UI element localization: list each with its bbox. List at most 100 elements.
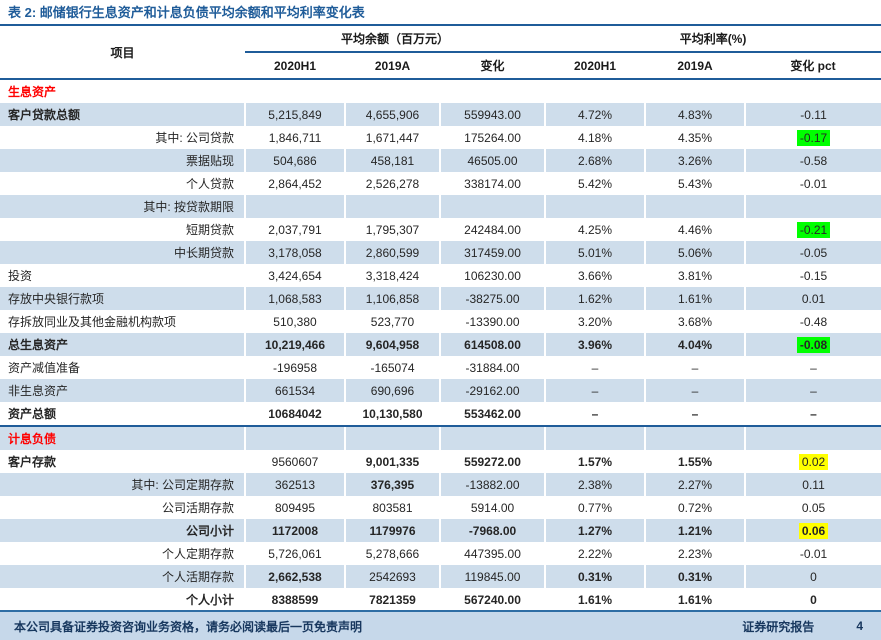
value-cell — [438, 79, 546, 103]
item-label: 投资 — [8, 269, 33, 283]
item-label: 非生息资产 — [8, 384, 69, 398]
value-cell: 0.06 — [744, 519, 881, 542]
value-cell: -0.48 — [744, 310, 881, 333]
table-row: 存拆放同业及其他金融机构款项 510,380 523,770 -13390.00 3.2… — [0, 310, 881, 333]
value-cell: – — [544, 356, 646, 379]
table-row: 公司活期存款 809495 803581 5914.00 0.77% 0.72% 0.05 — [0, 496, 881, 519]
value-cell — [744, 195, 881, 218]
value-cell: 0 — [744, 588, 881, 611]
value-cell: 10,130,580 — [344, 402, 440, 427]
value-cell: 504,686 — [244, 149, 345, 172]
value-cell: -0.05 — [744, 241, 881, 264]
value-cell: 0.01 — [744, 287, 881, 310]
value-cell: 4.35% — [644, 126, 746, 149]
table-row: 资产减值准备 -196958 -165074 -31884.00– – – — [0, 356, 881, 379]
value-cell: 447395.00 — [438, 542, 546, 565]
value-cell: 1179976 — [344, 519, 440, 542]
value-cell: 8388599 — [244, 588, 345, 611]
column-header-balance-2019a: 2019A — [345, 52, 440, 80]
value-cell — [744, 79, 881, 103]
page-footer: 本公司具备证券投资咨询业务资格，请务必阅读最后一页免责声明 证券研究报告 4 — [0, 610, 881, 640]
value-cell: 242484.00 — [438, 218, 546, 241]
value-cell: 3,178,058 — [244, 241, 345, 264]
value-cell: 10,219,466 — [244, 333, 345, 356]
value-cell: 4.25% — [544, 218, 646, 241]
value-cell: – — [744, 402, 881, 427]
value-cell: 4.46% — [644, 218, 746, 241]
value-cell: 9560607 — [244, 450, 345, 473]
value-cell: 1,106,858 — [344, 287, 440, 310]
value-cell: – — [644, 402, 746, 427]
value-cell: 1.21% — [644, 519, 746, 542]
column-header-rate-2020h1: 2020H1 — [545, 52, 646, 80]
value-cell — [438, 195, 546, 218]
value-cell: 523,770 — [344, 310, 440, 333]
value-cell: 0.72% — [644, 496, 746, 519]
value-cell: -13882.00 — [438, 473, 546, 496]
value-cell: 567240.00 — [438, 588, 546, 611]
value-cell: 3.68% — [644, 310, 746, 333]
value-cell: 338174.00 — [438, 172, 546, 195]
highlighted-value: 0.02 — [798, 453, 829, 470]
value-cell: 9,001,335 — [344, 450, 440, 473]
value-cell: 119845.00 — [438, 565, 546, 588]
value-cell: -0.21 — [744, 218, 881, 241]
value-cell: 553462.00 — [438, 402, 546, 427]
value-cell: 5.06% — [644, 241, 746, 264]
value-cell: 5,215,849 — [244, 103, 345, 126]
value-cell: 1.61% — [644, 287, 746, 310]
value-cell — [644, 426, 746, 450]
value-cell: – — [644, 379, 746, 402]
item-label: 个人活期存款 — [161, 570, 234, 584]
highlighted-value: -0.08 — [796, 336, 831, 353]
highlighted-value: -0.21 — [796, 221, 831, 238]
item-label: 个人小计 — [185, 593, 234, 607]
value-cell: -7968.00 — [438, 519, 546, 542]
item-label: 个人贷款 — [185, 177, 234, 191]
value-cell: 2.27% — [644, 473, 746, 496]
value-cell: 3.96% — [544, 333, 646, 356]
table-row: 其中: 公司贷款 1,846,711 1,671,447 175264.00 4.18%… — [0, 126, 881, 149]
item-label: 其中: 按贷款期限 — [143, 200, 234, 214]
value-cell: 1.61% — [544, 588, 646, 611]
value-cell — [244, 426, 345, 450]
value-cell: 317459.00 — [438, 241, 546, 264]
value-cell: 106230.00 — [438, 264, 546, 287]
value-cell — [244, 79, 345, 103]
item-label: 资产总额 — [0, 402, 245, 427]
value-cell: -31884.00 — [438, 356, 546, 379]
value-cell: 5,278,666 — [344, 542, 440, 565]
section-label: 计息负债 — [8, 432, 57, 446]
item-label: 公司小计 — [185, 524, 234, 538]
value-cell: -29162.00 — [438, 379, 546, 402]
value-cell: 10684042 — [244, 402, 345, 427]
value-cell: 803581 — [344, 496, 440, 519]
value-cell: 5.01% — [544, 241, 646, 264]
value-cell: 2542693 — [344, 565, 440, 588]
value-cell — [344, 79, 440, 103]
value-cell: 5,726,061 — [244, 542, 345, 565]
table-row: 其中: 公司定期存款 362513 376,395 -13882.00 2.38% 2.2… — [0, 473, 881, 496]
item-label: 存拆放同业及其他金融机构款项 — [8, 315, 177, 329]
value-cell: 175264.00 — [438, 126, 546, 149]
value-cell — [544, 426, 646, 450]
value-cell: 0.31% — [644, 565, 746, 588]
value-cell: 2.68% — [544, 149, 646, 172]
value-cell: 559943.00 — [438, 103, 546, 126]
value-cell: 5.43% — [644, 172, 746, 195]
value-cell: -13390.00 — [438, 310, 546, 333]
value-cell: 2,526,278 — [344, 172, 440, 195]
value-cell: 5.42% — [544, 172, 646, 195]
value-cell: -0.01 — [744, 172, 881, 195]
value-cell: 1.62% — [544, 287, 646, 310]
table-row: 个人定期存款 5,726,061 5,278,666 447395.00 2.22% 2.… — [0, 542, 881, 565]
value-cell: – — [744, 379, 881, 402]
group-header-balance: 平均余额（百万元） — [245, 26, 546, 53]
table-row: 票据贴现 504,686 458,181 46505.00 2.68% 3.26% -0.5… — [0, 149, 881, 172]
value-cell: 0.05 — [744, 496, 881, 519]
table-row: 个人活期存款 2,662,538 2542693 119845.00 0.31% 0.31… — [0, 565, 881, 588]
item-label: 存放中央银行款项 — [8, 292, 105, 306]
value-cell: 4.72% — [544, 103, 646, 126]
table-row: 中长期贷款 3,178,058 2,860,599 317459.00 5.01% 5.0… — [0, 241, 881, 264]
